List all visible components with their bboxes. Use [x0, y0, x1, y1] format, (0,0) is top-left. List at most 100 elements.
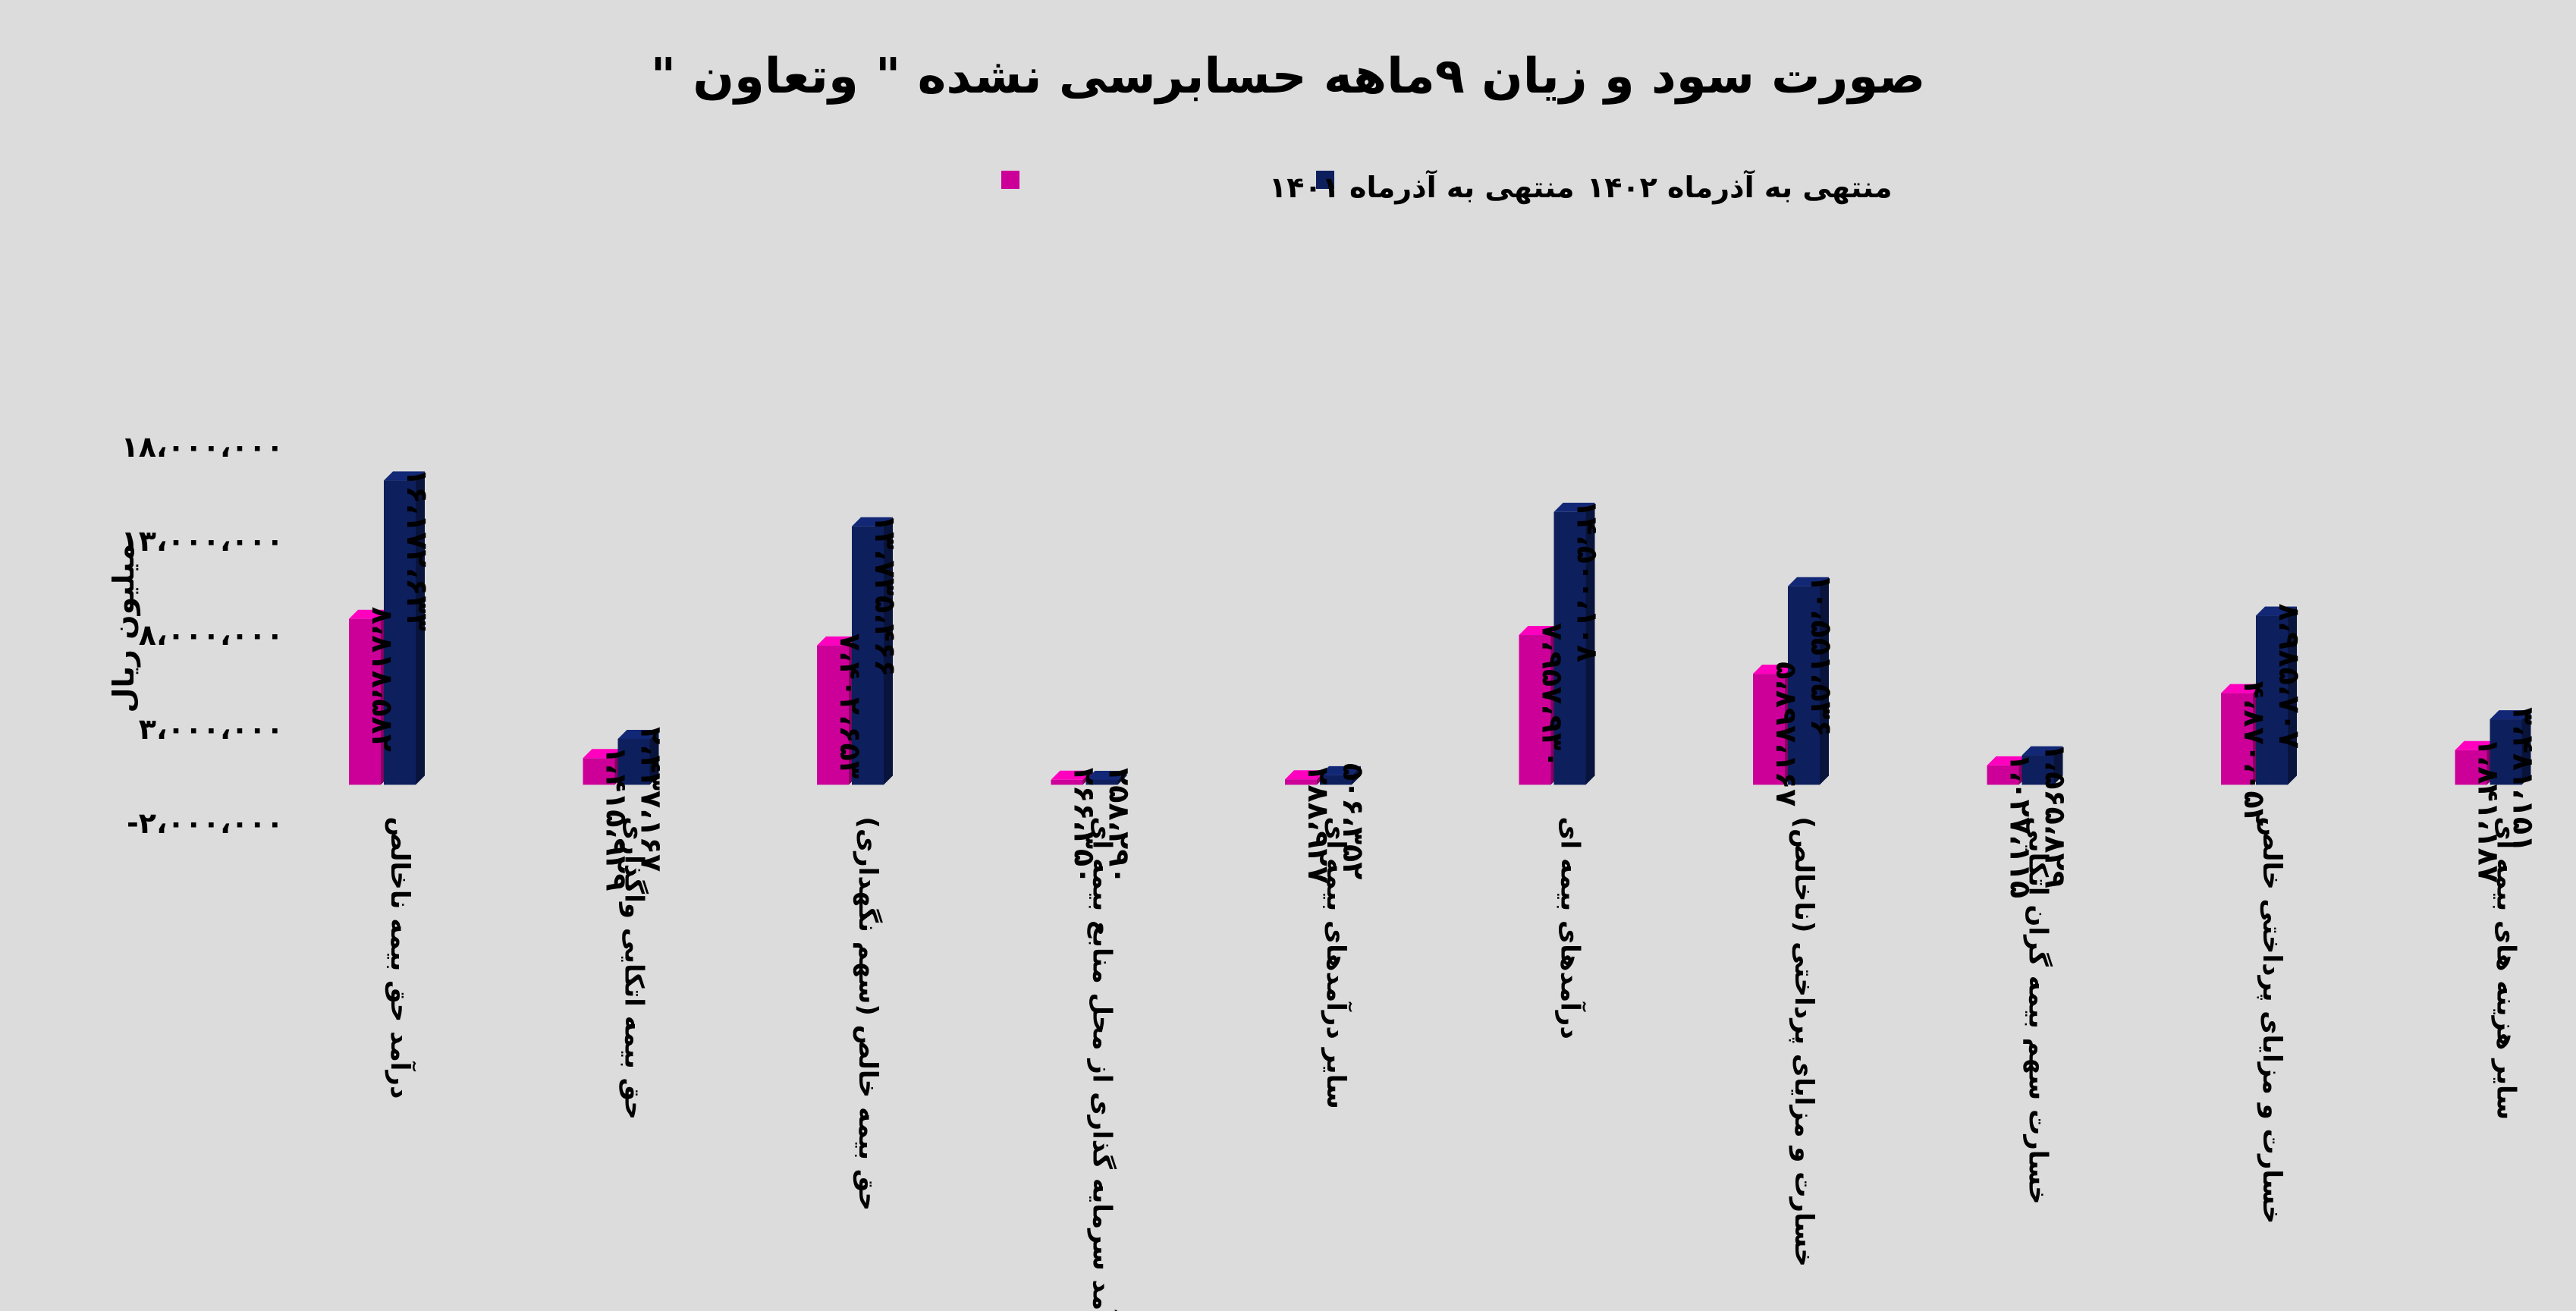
bar-side	[2288, 606, 2297, 785]
bar-1402	[1320, 766, 1361, 785]
bar-front	[617, 738, 650, 785]
bar-front	[1987, 765, 2019, 785]
legend-swatch-1401	[1001, 171, 1019, 189]
bar-front	[817, 645, 849, 785]
category-label: خسارت و مزایای پرداختی خالص	[2257, 816, 2287, 1224]
chart-title: صورت سود و زیان ۹ماهه حسابرسی نشده " وتع…	[651, 49, 1926, 105]
data-label: ۸،۸۱۸،۵۸۲	[366, 607, 399, 752]
bar-top	[1753, 665, 1794, 674]
data-label: ۲۵۸،۲۹۰	[1103, 768, 1136, 885]
bar-front	[1085, 779, 1118, 785]
legend-label-1401: منتهی به آذرماه ۱۴۰۱	[1269, 169, 1575, 204]
data-label: ۷،۹۵۷،۹۳۰	[1536, 623, 1569, 768]
bar-side	[649, 729, 659, 785]
bar-top	[617, 729, 659, 739]
y-tick-label: ۱۳،۰۰۰،۰۰۰	[121, 524, 284, 558]
y-axis-label: میلیون ریال	[107, 544, 140, 713]
bar-front	[1051, 779, 1083, 785]
data-label: ۱،۴۱۵،۹۲۹	[600, 746, 633, 891]
bar-1401	[817, 636, 858, 785]
y-tick-label: ۱۸،۰۰۰،۰۰۰	[121, 430, 284, 464]
bar-top	[1051, 770, 1092, 780]
data-label: ۷،۴۰۲،۶۵۳	[834, 633, 867, 778]
bar-front	[1519, 635, 1551, 785]
data-label: ۲،۴۳۷،۱۶۷	[635, 727, 668, 872]
bar-front	[2221, 693, 2253, 785]
bar-top	[817, 636, 858, 646]
bar-side	[1585, 502, 1595, 785]
bar-1401	[1753, 665, 1794, 785]
bar-top	[2022, 746, 2063, 756]
bar-top	[2490, 710, 2531, 720]
bar-top	[349, 609, 390, 619]
bar-top	[384, 471, 425, 481]
bar-side	[1082, 770, 1092, 785]
data-label: ۲۶۶،۳۵۰	[1068, 768, 1101, 885]
bar-1401	[1051, 770, 1092, 785]
bar-1402	[617, 729, 659, 785]
bar-front	[1320, 775, 1352, 785]
bar-side	[1352, 766, 1361, 785]
bar-top	[852, 517, 893, 527]
bar-side	[1117, 770, 1127, 785]
bar-front	[2490, 719, 2522, 785]
bar-side	[884, 517, 893, 785]
bar-front	[1285, 779, 1317, 785]
bar-1402	[2022, 746, 2063, 785]
data-label: ۱،۵۶۵،۸۲۹	[2039, 744, 2072, 888]
bar-1402	[1788, 577, 1829, 785]
legend-label-1402: منتهی به آذرماه ۱۴۰۲	[1587, 169, 1893, 204]
bar-front	[852, 526, 884, 785]
category-label: حق بیمه اتکایی واگذاری	[619, 816, 649, 1119]
category-label: درآمدهای بیمه ای	[1555, 816, 1587, 1039]
bar-top	[2256, 606, 2297, 616]
data-label: ۵،۸۹۷،۱۶۷	[1770, 662, 1803, 806]
bar-top	[1320, 766, 1361, 775]
bars	[349, 471, 2531, 785]
data-label: ۳،۴۸۱،۱۵۱	[2507, 707, 2540, 852]
data-label: ۱،۸۴۱،۱۸۷	[2472, 738, 2505, 883]
y-tick-label: ۸،۰۰۰،۰۰۰	[139, 618, 284, 652]
legend: منتهی به آذرماه ۱۴۰۲ منتهی به آذرماه ۱۴۰…	[1001, 169, 1893, 204]
bar-front	[583, 758, 615, 785]
bar-front	[2022, 755, 2054, 785]
bar-1402	[2256, 606, 2297, 785]
bar-1402	[384, 471, 425, 785]
data-label: ۸،۹۸۵،۷۰۷	[2273, 604, 2306, 749]
bar-front	[2256, 615, 2288, 785]
bar-front	[1788, 586, 1820, 785]
bar-front	[1753, 674, 1785, 785]
data-label: ۱،۰۲۷،۱۱۵	[2004, 753, 2037, 898]
bar-side	[416, 471, 425, 785]
data-label: ۲۸۸،۹۲۷	[1302, 767, 1335, 884]
y-tick-label: -۲،۰۰۰،۰۰۰	[127, 806, 284, 840]
bar-front	[1553, 511, 1586, 785]
category-label: خسارت و مزایای پرداختی (ناخالص)	[1789, 816, 1819, 1266]
bar-side	[2053, 746, 2063, 785]
bar-side	[1820, 577, 1829, 785]
data-label: ۱۳،۷۳۵،۴۶۶	[869, 514, 902, 677]
category-label: خسارت سهم بیمه گران اتکایی	[2023, 816, 2053, 1204]
bar-top	[1085, 770, 1127, 780]
bar-1402	[852, 517, 893, 785]
bar-1402	[2490, 710, 2531, 785]
bar-top	[2455, 740, 2496, 750]
bar-top	[583, 749, 624, 759]
bar-top	[1285, 770, 1326, 780]
data-label: ۱۴،۵۰۰،۱۰۸	[1571, 500, 1604, 662]
category-label: سایر درآمدهای بیمه ای	[1321, 816, 1352, 1108]
bar-side	[2521, 710, 2531, 785]
legend-swatch-1402	[1316, 171, 1334, 189]
bar-top	[1788, 577, 1829, 586]
data-label: ۵۰۶،۳۵۲	[1337, 763, 1370, 880]
y-tick-label: ۳،۰۰۰،۰۰۰	[139, 712, 284, 746]
category-labels: درآمد حق بیمه ناخالص حق بیمه اتکایی واگذا…	[385, 816, 2521, 1311]
y-axis-ticks: -۲،۰۰۰،۰۰۰ ۳،۰۰۰،۰۰۰ ۸،۰۰۰،۰۰۰ ۱۳،۰۰۰،۰۰۰ ۱۸…	[121, 430, 284, 840]
bar-front	[384, 480, 416, 785]
data-label: ۴،۸۷۰،۰۵۲	[2238, 681, 2271, 826]
bar-top	[1519, 626, 1560, 636]
category-label: حق بیمه خالص (سهم نگهداری)	[853, 816, 883, 1211]
bar-top	[2221, 684, 2262, 693]
bar-front	[349, 618, 381, 785]
